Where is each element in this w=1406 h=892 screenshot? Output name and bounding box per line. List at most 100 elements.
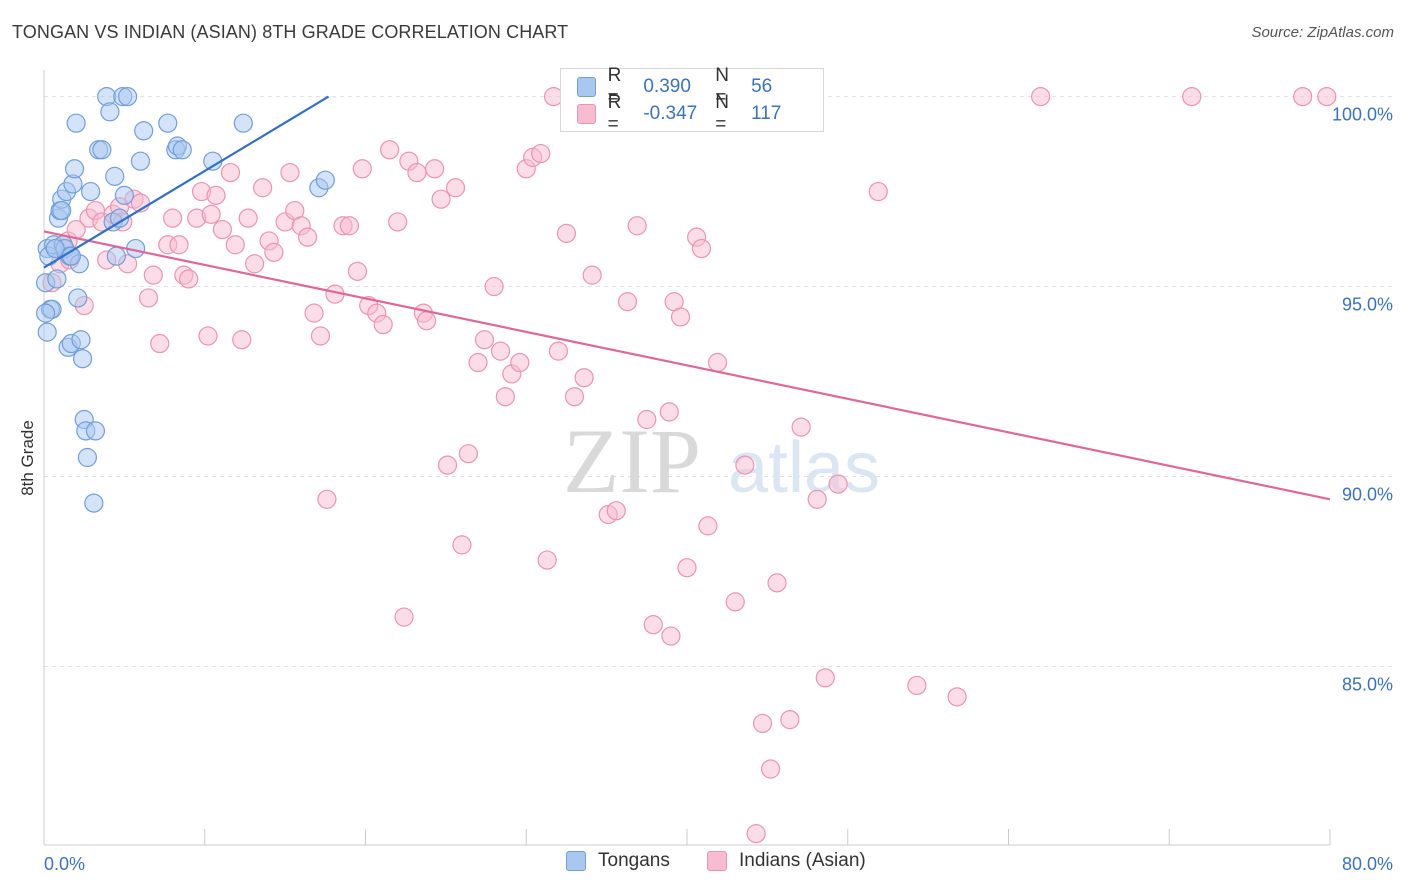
indians-point <box>1031 86 1051 107</box>
tongans-point <box>68 288 88 308</box>
legend-label: Tongans <box>598 850 670 871</box>
indians-point <box>537 550 557 570</box>
indians-point <box>179 269 199 289</box>
indians-trendline <box>43 230 1331 501</box>
indians-point <box>431 189 451 209</box>
indians-point <box>947 687 967 707</box>
r-value: 0.390 <box>643 76 691 97</box>
tongans-point <box>72 349 93 369</box>
tongans-point <box>37 322 57 342</box>
indians-point <box>815 668 835 688</box>
indians-point <box>746 824 766 844</box>
y-axis-title: 8th Grade <box>18 420 37 496</box>
indians-point <box>347 261 368 281</box>
indians-point <box>807 489 827 509</box>
indians-point <box>169 235 189 255</box>
tongans-point <box>233 113 253 133</box>
indians-point <box>352 159 372 179</box>
indians-point <box>380 140 400 160</box>
tongans-point <box>66 113 86 133</box>
tongans-point <box>105 166 125 186</box>
tongans-swatch <box>577 77 596 97</box>
legend-item-indians[interactable]: Indians (Asian) <box>707 850 866 872</box>
indians-point <box>1182 86 1202 107</box>
tongans-point <box>45 238 65 259</box>
tongans-points <box>36 86 335 513</box>
indians-point <box>407 162 427 183</box>
indians-point <box>264 242 284 262</box>
indians-point <box>627 216 647 236</box>
indians-point <box>452 535 472 555</box>
tongans-legend-swatch <box>566 851 586 871</box>
indians-point <box>339 216 360 236</box>
tongans-point <box>172 140 192 160</box>
indians-point <box>437 455 458 475</box>
tongans-point <box>130 151 151 171</box>
indians-point <box>691 238 712 259</box>
x-tick-label-min: 0.0% <box>44 854 85 874</box>
indians-point <box>298 227 318 247</box>
tongans-point <box>84 493 104 513</box>
stats-row-tongans: R = 0.390 N = 56 <box>577 65 823 108</box>
legend-item-tongans[interactable]: Tongans <box>566 850 670 872</box>
indians-point <box>643 615 663 635</box>
indians-point <box>574 368 594 388</box>
y-tick-label: 85.0% <box>1342 674 1393 694</box>
x-ticks <box>43 829 1331 845</box>
indians-point <box>495 387 515 407</box>
indians-point <box>198 326 218 346</box>
tongans-point <box>36 303 56 323</box>
indians-point <box>425 159 445 179</box>
indians-point <box>253 178 273 198</box>
indians-point <box>760 759 781 779</box>
tongans-point <box>315 170 335 190</box>
indians-point <box>458 444 478 464</box>
tongans-point <box>64 159 85 179</box>
indians-point <box>637 409 657 430</box>
indians-point <box>735 455 755 475</box>
tongans-point <box>100 102 120 122</box>
r-label: R = <box>607 92 622 135</box>
indians-point <box>828 474 848 494</box>
y-tick-labels: 100.0% 95.0% 90.0% 85.0% <box>1332 105 1393 695</box>
indians-point <box>225 235 245 255</box>
legend-label: Indians (Asian) <box>739 850 866 871</box>
tongans-point <box>109 208 130 228</box>
trendlines <box>43 95 1331 501</box>
indians-point <box>606 501 626 521</box>
tongans-trendline <box>43 95 330 269</box>
n-label: N = <box>715 65 730 108</box>
tongans-point <box>106 246 126 266</box>
indians-point <box>150 333 170 354</box>
r-value: -0.347 <box>643 103 698 124</box>
indians-point <box>868 181 888 202</box>
indians-point <box>388 212 408 232</box>
indians-point <box>677 558 697 578</box>
indians-point <box>725 592 745 612</box>
indians-legend-swatch <box>707 851 727 871</box>
indians-point <box>201 204 221 224</box>
indians-point <box>1317 86 1337 107</box>
indians-points <box>42 86 1337 844</box>
indians-point <box>238 208 258 228</box>
watermark-zip: ZIP <box>563 410 701 512</box>
n-value: 117 <box>751 103 782 124</box>
indians-point <box>752 713 773 734</box>
indians-point <box>617 292 638 312</box>
tongans-point <box>47 269 67 289</box>
watermark: ZIP atlas <box>563 410 880 512</box>
indians-point <box>564 387 585 407</box>
indians-point <box>474 330 495 350</box>
stats-row-indians: R = -0.347 N = 117 <box>577 92 823 135</box>
indians-point <box>531 143 551 164</box>
indians-point <box>670 307 691 327</box>
y-tick-label: 90.0% <box>1342 484 1393 504</box>
indians-point <box>659 402 679 422</box>
indians-point <box>232 330 252 350</box>
indians-point <box>780 710 800 730</box>
indians-point <box>556 223 577 243</box>
indians-point <box>280 162 300 183</box>
indians-point <box>468 352 488 373</box>
indians-point <box>394 607 414 627</box>
tongans-point <box>92 140 112 160</box>
